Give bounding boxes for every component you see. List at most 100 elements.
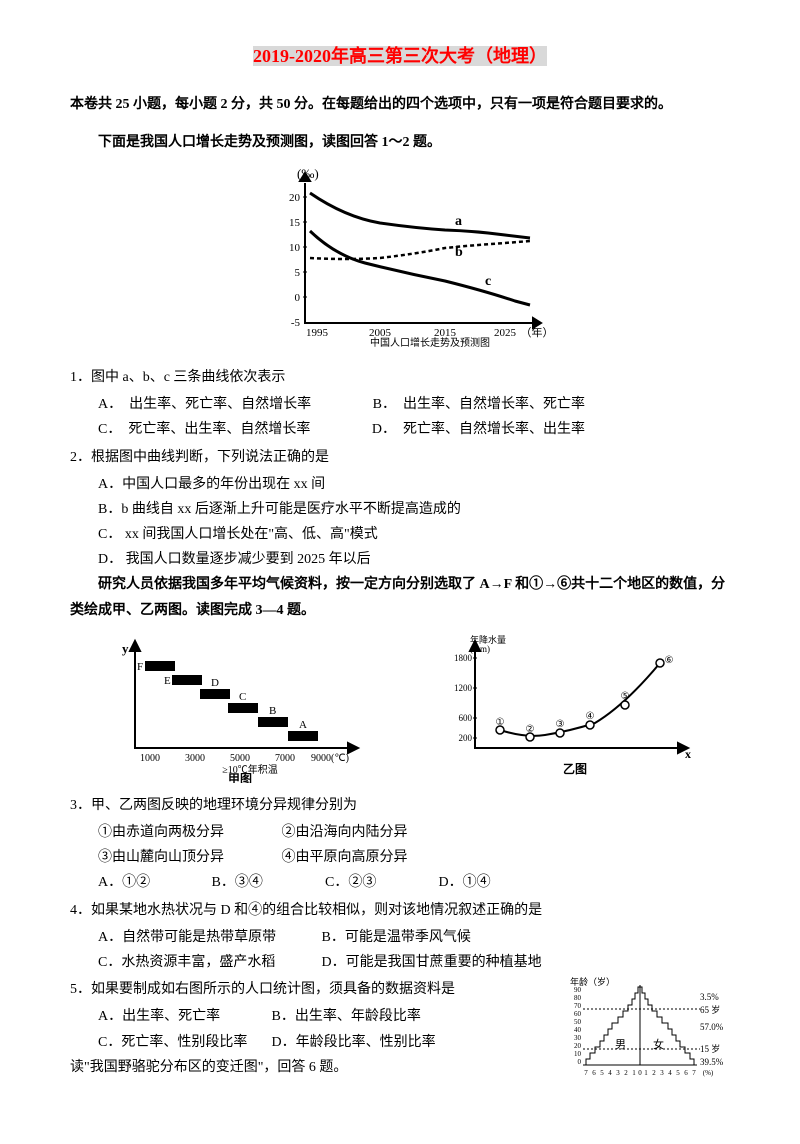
svg-text:1995: 1995 [306, 327, 329, 339]
svg-text:57.0%: 57.0% [700, 1022, 724, 1032]
figure-1: (‰) 20 15 10 5 0 -5 1995 2005 2015 2025 … [70, 163, 730, 357]
svg-text:2: 2 [652, 1069, 656, 1077]
svg-text:70: 70 [574, 1002, 582, 1010]
q2-B: B．b 曲线自 xx 后逐渐上升可能是医疗水平不断提高造成的 [70, 497, 730, 522]
svg-text:3: 3 [616, 1069, 620, 1077]
svg-text:39.5%: 39.5% [700, 1057, 724, 1067]
svg-text:10: 10 [574, 1050, 582, 1058]
passage-2: 研究人员依据我国多年平均气候资料，按一定方向分别选取了 A→F 和①→⑥共十二个… [70, 572, 730, 622]
svg-text:女: 女 [653, 1037, 664, 1051]
q5-row1: A．出生率、死亡率 B．出生率、年龄段比率 [70, 1004, 560, 1029]
svg-text:2: 2 [624, 1069, 628, 1077]
svg-text:600: 600 [459, 713, 473, 723]
svg-text:男: 男 [615, 1039, 626, 1051]
exam-intro: 本卷共 25 小题，每小题 2 分，共 50 分。在每题给出的四个选项中，只有一… [70, 92, 730, 117]
svg-text:6: 6 [684, 1069, 688, 1077]
svg-text:80: 80 [574, 994, 582, 1002]
svg-text:0: 0 [295, 292, 301, 304]
svg-text:20: 20 [574, 1042, 582, 1050]
svg-text:1: 1 [632, 1069, 636, 1077]
svg-text:甲图: 甲图 [228, 772, 252, 783]
svg-text:（年）: （年） [521, 325, 554, 339]
svg-text:②: ② [526, 724, 535, 735]
question-2: 2．根据图中曲线判断，下列说法正确的是 [70, 445, 730, 470]
svg-text:乙图: 乙图 [563, 762, 587, 776]
svg-text:50: 50 [574, 1018, 582, 1026]
svg-text:7: 7 [692, 1069, 696, 1077]
svg-text:F: F [137, 661, 143, 673]
passage-3: 读"我国野骆驼分布区的变迁图"，回答 6 题。 [70, 1055, 560, 1080]
title-main: 年高三第三次大考（地理） [331, 46, 547, 66]
svg-text:1000: 1000 [140, 753, 160, 764]
svg-text:20: 20 [289, 192, 301, 204]
svg-text:(mm): (mm) [470, 644, 490, 654]
svg-text:90: 90 [574, 986, 582, 994]
svg-text:60: 60 [574, 1010, 582, 1018]
svg-text:④: ④ [586, 711, 595, 722]
q2-C: C． xx 间我国人口增长处在"高、低、高"模式 [70, 522, 730, 547]
svg-text:3000: 3000 [185, 753, 205, 764]
question-5-block: 5．如果要制成如右图所示的人口统计图，须具备的数据资料是 A．出生率、死亡率 B… [70, 975, 730, 1104]
svg-text:1800: 1800 [454, 653, 473, 663]
svg-text:①: ① [496, 717, 505, 728]
q2-A: A．中国人口最多的年份出现在 xx 间 [70, 472, 730, 497]
q3-subs-row1: ①由赤道向两极分异 ②由沿海向内陆分异 [70, 820, 730, 845]
svg-text:200: 200 [459, 733, 473, 743]
q4-row2: C．水热资源丰富，盛产水稻 D．可能是我国甘蔗重要的种植基地 [70, 950, 730, 975]
svg-text:40: 40 [574, 1026, 582, 1034]
q3-subs-row2: ③由山麓向山顶分异 ④由平原向高原分异 [70, 845, 730, 870]
figures-2: y 1000 3000 5000 7000 9000(℃) F E D C B … [70, 633, 730, 783]
passage-1: 下面是我国人口增长走势及预测图，读图回答 1～2 题。 [70, 130, 730, 155]
svg-text:1: 1 [644, 1069, 648, 1077]
svg-text:0: 0 [578, 1058, 582, 1066]
chart-jia-icon: y 1000 3000 5000 7000 9000(℃) F E D C B … [100, 633, 370, 783]
svg-text:B: B [269, 705, 276, 717]
svg-text:6: 6 [592, 1069, 596, 1077]
q3-options: A．①② B．③④ C．②③ D．①④ [70, 870, 730, 895]
svg-text:A: A [299, 719, 307, 731]
svg-text:b: b [455, 245, 463, 260]
svg-text:0: 0 [638, 1069, 642, 1077]
svg-text:-5: -5 [291, 317, 301, 329]
svg-text:5: 5 [676, 1069, 680, 1077]
svg-text:30: 30 [574, 1034, 582, 1042]
title-prefix: 2019-2020 [253, 46, 331, 66]
svg-text:y: y [122, 641, 129, 656]
svg-text:10: 10 [289, 242, 301, 254]
svg-text:x: x [685, 747, 691, 761]
svg-text:③: ③ [556, 719, 565, 730]
svg-text:(%): (%) [703, 1069, 714, 1077]
q5-row2: C．死亡率、性别段比率 D．年龄段比率、性别比率 [70, 1030, 560, 1055]
svg-text:3: 3 [660, 1069, 664, 1077]
svg-text:C: C [239, 691, 246, 703]
svg-text:15: 15 [289, 217, 301, 229]
svg-text:1200: 1200 [454, 683, 473, 693]
question-1: 1．图中 a、b、c 三条曲线依次表示 [70, 365, 730, 390]
exam-title: 2019-2020年高三第三次大考（地理） [70, 40, 730, 72]
svg-text:15 岁: 15 岁 [700, 1043, 720, 1054]
q1-options-row2: C． 死亡率、出生率、自然增长率 D． 死亡率、自然增长率、出生率 [70, 417, 730, 442]
question-3: 3．甲、乙两图反映的地理环境分异规律分别为 [70, 793, 730, 818]
svg-text:5: 5 [600, 1069, 604, 1077]
svg-text:5000: 5000 [230, 753, 250, 764]
svg-text:a: a [455, 214, 462, 229]
svg-text:E: E [164, 675, 171, 687]
question-5: 5．如果要制成如右图所示的人口统计图，须具备的数据资料是 [70, 977, 560, 1002]
svg-text:7: 7 [584, 1069, 588, 1077]
svg-text:D: D [211, 677, 219, 689]
svg-text:5: 5 [295, 267, 301, 279]
population-chart-icon: (‰) 20 15 10 5 0 -5 1995 2005 2015 2025 … [245, 163, 555, 348]
svg-text:3.5%: 3.5% [700, 992, 719, 1002]
svg-text:⑤: ⑤ [621, 691, 630, 702]
svg-text:2025: 2025 [494, 327, 517, 339]
q1-options-row1: A． 出生率、死亡率、自然增长率 B． 出生率、自然增长率、死亡率 [70, 392, 730, 417]
q4-row1: A．自然带可能是热带草原带 B．可能是温带季风气候 [70, 925, 730, 950]
svg-text:4: 4 [668, 1069, 672, 1077]
q2-D: D． 我国人口数量逐步减少要到 2025 年以后 [70, 547, 730, 572]
svg-text:c: c [485, 274, 491, 289]
svg-text:65 岁: 65 岁 [700, 1004, 720, 1015]
svg-text:4: 4 [608, 1069, 612, 1077]
svg-text:7000: 7000 [275, 753, 295, 764]
svg-text:⑥: ⑥ [665, 655, 674, 666]
svg-text:中国人口增长走势及预测图: 中国人口增长走势及预测图 [370, 336, 490, 348]
